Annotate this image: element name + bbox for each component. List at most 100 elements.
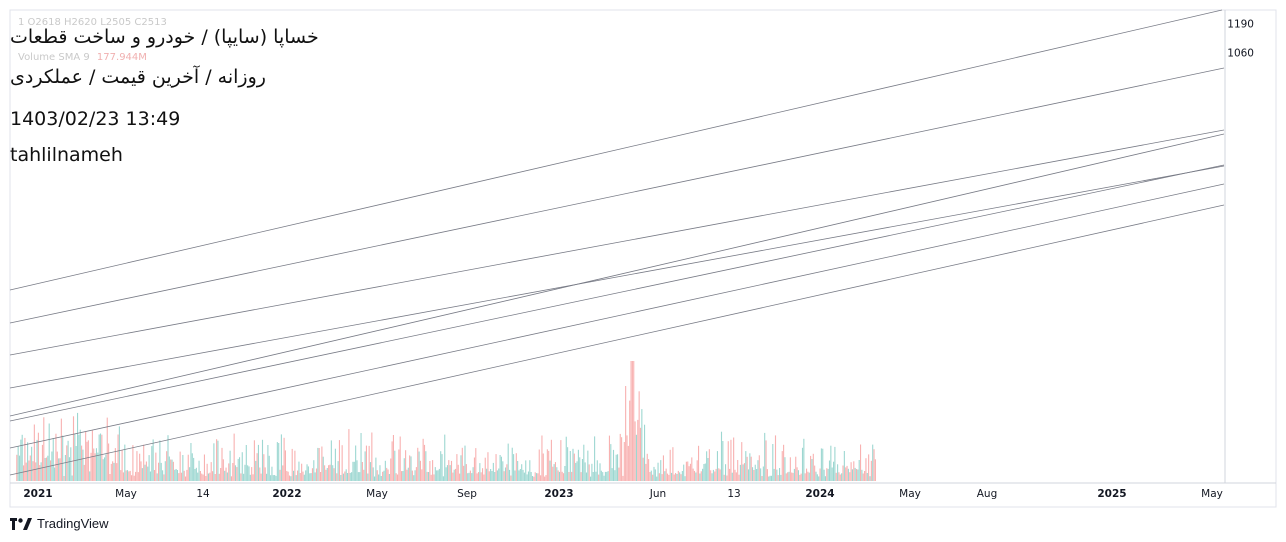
volume-bar [476, 473, 478, 481]
volume-bar [765, 440, 767, 481]
volume-bar [418, 451, 420, 481]
volume-bar [665, 468, 667, 481]
time-tick-label: Aug [977, 488, 998, 500]
volume-bar [159, 440, 161, 481]
volume-legend: Volume SMA 9 177.944M [18, 52, 147, 63]
volume-bar [843, 451, 845, 481]
volume-bar [185, 476, 187, 481]
volume-bar [490, 469, 492, 481]
volume-bar [170, 459, 172, 481]
time-axis[interactable]: 2021 May 14 2022 May Sep 2023 Jun 13 2024 May Aug 20… [23, 488, 1222, 500]
volume-bar [332, 465, 334, 481]
volume-bar [131, 475, 133, 481]
volume-bar [232, 463, 234, 481]
volume-bar [467, 473, 469, 481]
volume-bar [657, 462, 659, 481]
volume-bar [240, 473, 242, 481]
volume-bar [293, 470, 295, 481]
volume-bar [810, 455, 812, 481]
volume-bar [104, 457, 106, 481]
volume-bar [739, 464, 741, 481]
volume-bar [430, 474, 432, 481]
volume-bar [554, 462, 556, 481]
volume-bar [841, 473, 843, 481]
volume-bar [133, 475, 135, 481]
volume-bar [507, 443, 509, 481]
volume-bar [334, 448, 336, 481]
chart-datetime: 1403/02/23 13:49 [10, 108, 181, 130]
volume-bar [700, 471, 702, 481]
volume-bar [186, 469, 188, 481]
volume-bar [396, 474, 399, 481]
volume-bar [634, 421, 636, 481]
volume-bar [619, 433, 621, 481]
volume-bar [260, 473, 262, 481]
volume-bar [453, 469, 455, 481]
volume-bar [405, 450, 407, 481]
volume-bar [822, 448, 824, 481]
volume-bar [369, 462, 372, 481]
volume-bar [383, 470, 385, 481]
volume-bar [81, 445, 83, 481]
volume-bar [197, 472, 199, 481]
volume-bar [693, 470, 696, 481]
volume-bar [207, 473, 210, 481]
volume-bar [769, 475, 771, 481]
volume-bar [780, 474, 782, 481]
volume-bar [800, 473, 802, 481]
volume-bar [820, 448, 822, 481]
volume-bar [190, 443, 192, 481]
volume-bar [24, 437, 26, 481]
volume-bar [641, 409, 643, 481]
volume-bar [330, 440, 332, 481]
volume-bar [440, 451, 442, 481]
time-tick-label: May [366, 488, 388, 500]
time-tick-label: 2025 [1097, 488, 1126, 500]
volume-bar [581, 459, 583, 481]
volume-bar [221, 447, 223, 481]
volume-bar [421, 469, 423, 481]
volume-bar [75, 446, 77, 481]
volume-bar [600, 470, 602, 481]
volume-bar [361, 462, 363, 481]
volume-bar [311, 468, 313, 481]
volume-bar [711, 473, 713, 481]
volume-bar [785, 473, 787, 481]
time-tick-label: 2022 [272, 488, 301, 500]
volume-bar [72, 416, 75, 481]
volume-bar [398, 449, 400, 481]
volume-bar [216, 439, 218, 481]
tradingview-brand[interactable]: TradingView [10, 516, 109, 531]
volume-bar [58, 458, 60, 481]
volume-bar [120, 470, 122, 481]
time-tick-label: Sep [457, 488, 477, 500]
volume-bar [762, 466, 764, 481]
volume-bar [828, 460, 831, 481]
volume-bar [87, 440, 89, 481]
volume-bar [47, 455, 49, 481]
volume-bar [446, 465, 448, 481]
volume-bar [596, 460, 598, 481]
volume-bar [679, 472, 681, 481]
volume-bar [518, 470, 520, 481]
volume-bar [364, 451, 366, 481]
volume-bar [363, 469, 365, 481]
price-axis[interactable]: 6400560048004050345030502650235020501750… [1226, 0, 1260, 60]
volume-bar [182, 455, 184, 481]
volume-bar [549, 460, 551, 481]
volume-bar [432, 460, 434, 481]
volume-bar [137, 472, 139, 481]
volume-bar [433, 474, 435, 481]
volume-bar [652, 474, 654, 481]
volume-bar [791, 472, 793, 481]
volume-bar [135, 471, 137, 481]
volume-bar [502, 461, 504, 481]
channel-lines [9, 9, 1225, 476]
volume-bar [403, 458, 405, 481]
volume-bar [629, 400, 631, 481]
volume-bar [583, 444, 585, 481]
volume-bar [499, 455, 501, 481]
channel-line [9, 164, 1225, 422]
volume-bar [814, 465, 816, 481]
